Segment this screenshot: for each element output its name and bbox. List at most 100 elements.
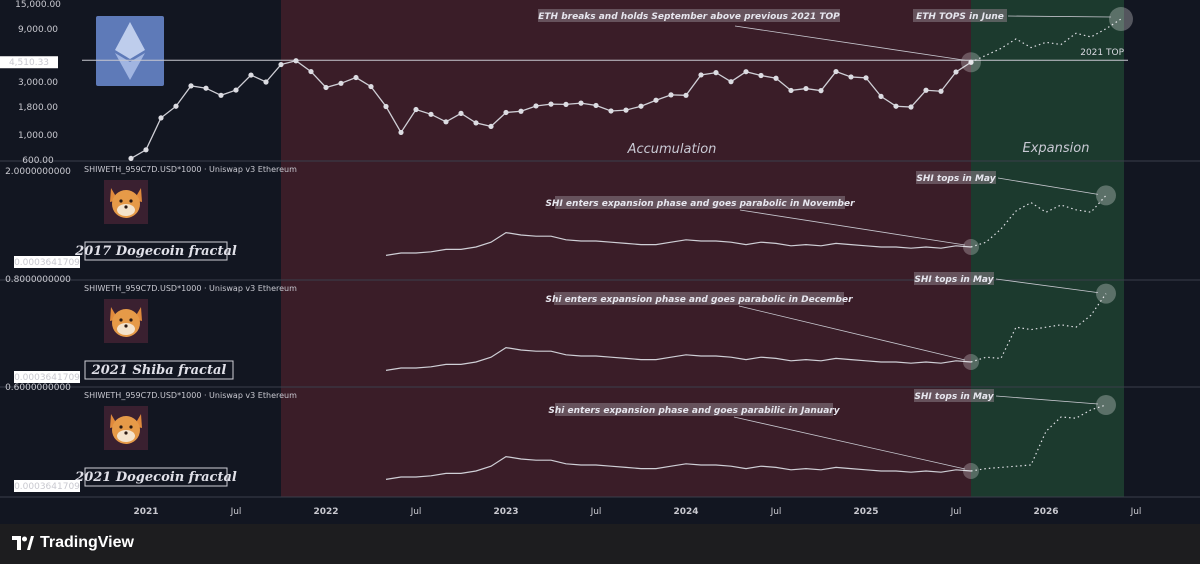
shi-annotation-expansion-box (554, 292, 844, 305)
eth-point-28 (548, 101, 554, 107)
shi-annotation-top-pointer (995, 278, 1099, 293)
tradingview-brand[interactable]: TradingView (12, 532, 134, 554)
shi-projection-line (970, 404, 1107, 472)
shi-price-label-box (14, 480, 80, 492)
eth-point-8 (248, 72, 254, 78)
fractal-label-text: 2017 Dogecoin fractal (74, 244, 237, 259)
eth-point-24 (488, 123, 494, 130)
shi-annotation-expansion-box (555, 403, 833, 416)
eth-point-44 (788, 87, 794, 94)
x-tick-5: Jul (590, 507, 602, 517)
shi-annotation-top: SHI tops in May (914, 389, 995, 402)
eth-point-1 (143, 147, 149, 153)
shi-annotation-expansion: Shi enters expansion phase and goes para… (548, 403, 841, 416)
eth-point-37 (683, 92, 689, 98)
eth-panel: 15,000.00 9,000.00 3,000.00 1,800.00 1,000.0… (0, 0, 1133, 166)
shi-annotation-top-text: SHI tops in May (916, 174, 996, 184)
eth-point-20 (428, 111, 434, 117)
shiba-inu-icon (104, 406, 148, 450)
eth-point-23 (473, 120, 479, 126)
shi-annotation-expansion-text: Shi enters expansion phase and goes para… (545, 295, 853, 305)
shi-price-line (385, 231, 972, 256)
eth-point-35 (653, 97, 659, 103)
shi-breakout-highlight (963, 463, 979, 479)
shi-top-tick-1: 2.0000000000 (5, 167, 71, 177)
eth-annotation-breakout-box (538, 9, 840, 22)
x-tick-1: Jul (230, 507, 242, 517)
shi-symbol-3: SHIWETH_959C7D.USD*1000 · Uniswap v3 Eth… (84, 391, 297, 400)
eth-point-33 (623, 107, 629, 113)
eth-point-14 (338, 80, 344, 86)
eth-point-19 (413, 106, 419, 113)
shiba-inu-icon (104, 180, 148, 224)
eth-annotation-breakout-pointer (734, 25, 966, 61)
x-tick-6: 2024 (673, 507, 698, 517)
expansion-zone (971, 0, 1124, 497)
shi-panel-2: 0.8000000000 SHIWETH_959C7D.USD*1000 · Un… (5, 272, 1116, 383)
shi-annotation-top-box (916, 171, 996, 184)
eth-point-49 (863, 75, 869, 81)
eth-point-50 (878, 93, 884, 99)
shi-annotation-expansion-pointer (739, 209, 966, 246)
fractal-label-box (84, 360, 234, 380)
shiba-inu-icon (104, 299, 148, 343)
eth-annotation-top-box (913, 9, 1007, 22)
eth-point-31 (593, 102, 599, 109)
eth-point-5 (203, 85, 209, 91)
x-tick-10: 2026 (1033, 507, 1058, 517)
tradingview-logo-icon (12, 536, 34, 550)
x-tick-2: 2022 (313, 507, 338, 517)
shiba-eye-left (119, 425, 123, 429)
shi-annotation-expansion-pointer (733, 416, 966, 470)
shi-price-label-box (14, 256, 80, 268)
shi-annotation-expansion: Shi enters expansion phase and goes para… (545, 292, 853, 305)
shi-price-label-text: 0.0003641709 (14, 373, 80, 383)
shi-annotation-top-text: SHI tops in May (914, 275, 994, 285)
shi-breakout-highlight (963, 354, 979, 370)
shi-panel-3: 0.6000000000 SHIWETH_959C7D.USD*1000 · Un… (5, 383, 1116, 492)
eth-point-10 (278, 61, 284, 68)
accumulation-zone (281, 0, 971, 497)
eth-point-12 (308, 68, 314, 75)
eth-point-27 (533, 103, 539, 109)
eth-point-13 (323, 84, 329, 91)
eth-point-34 (638, 103, 644, 109)
eth-point-17 (383, 103, 389, 110)
eth-point-51 (893, 103, 899, 109)
shi-panels: 2.0000000000 SHIWETH_959C7D.USD*1000 · Un… (5, 165, 1116, 492)
shiba-nose (124, 324, 128, 328)
footer-bar (0, 524, 1200, 564)
shi-annotation-expansion-pointer (738, 305, 966, 361)
eth-point-46 (818, 88, 824, 94)
eth-annotation-top-text: ETH TOPS in June (916, 12, 1004, 22)
shi-breakout-highlight (963, 239, 979, 255)
eth-point-40 (728, 79, 734, 85)
shi-annotation-expansion-text: SHI enters expansion phase and goes para… (545, 199, 855, 209)
shi-panel-1: 2.0000000000 SHIWETH_959C7D.USD*1000 · Un… (5, 165, 1116, 268)
shi-annotation-expansion-text: Shi enters expansion phase and goes para… (548, 406, 840, 416)
eth-point-25 (503, 109, 509, 116)
eth-point-54 (938, 88, 944, 94)
phase-label-expansion: Expansion (1023, 141, 1090, 156)
eth-point-4 (188, 83, 194, 89)
shiba-eye-right (129, 199, 133, 203)
shi-top-highlight (1096, 395, 1116, 415)
eth-point-52 (908, 104, 914, 110)
ethereum-logo-icon (96, 16, 164, 86)
fractal-label-text: 2021 Dogecoin fractal (74, 470, 237, 485)
eth-point-26 (518, 108, 524, 114)
x-axis: 2021 Jul 2022 Jul 2023 Jul 2024 Jul 2025 Jul 2026 J… (133, 507, 1141, 517)
fractal-label-3: 2021 Dogecoin fractal (74, 467, 237, 487)
eth-point-7 (233, 87, 239, 93)
eth-point-11 (293, 58, 299, 64)
eth-breakout-highlight (961, 52, 981, 73)
eth-point-38 (698, 72, 704, 78)
eth-y-tick-4: 1,000.00 (18, 131, 58, 141)
x-tick-3: Jul (410, 507, 422, 517)
eth-point-36 (668, 92, 674, 98)
eth-projection-line (970, 18, 1122, 63)
eth-price-label-box (0, 56, 58, 69)
shi-annotation-top: SHI tops in May (914, 272, 995, 285)
eth-point-3 (173, 103, 179, 109)
eth-point-9 (263, 79, 269, 85)
